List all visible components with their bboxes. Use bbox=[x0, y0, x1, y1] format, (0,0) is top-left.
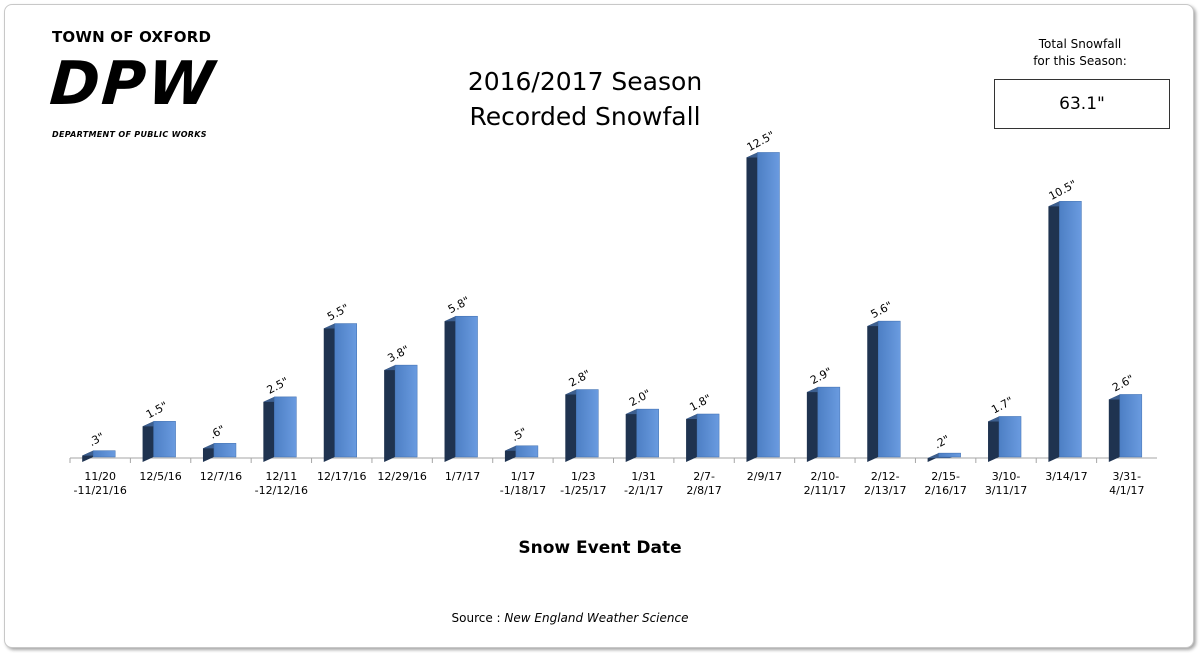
bar bbox=[394, 364, 418, 458]
x-tick-label: 3/14/17 bbox=[1045, 470, 1087, 483]
data-label: 5.8" bbox=[446, 294, 472, 316]
bar-side bbox=[806, 387, 818, 462]
chart-frame bbox=[4, 4, 1194, 648]
bar bbox=[92, 450, 116, 458]
data-label: 12.5" bbox=[745, 129, 777, 154]
chart-title-line2: Recorded Snowfall bbox=[469, 102, 701, 131]
data-label: 2.9" bbox=[808, 365, 834, 387]
bar-side bbox=[263, 396, 275, 462]
bar bbox=[153, 421, 176, 458]
bar bbox=[938, 452, 961, 458]
bar bbox=[696, 413, 720, 458]
bar-side bbox=[142, 421, 154, 462]
x-tick-label: 2/7-2/8/17 bbox=[686, 470, 721, 497]
data-label: 5.6" bbox=[869, 299, 895, 321]
bar bbox=[998, 416, 1022, 458]
x-tick-label: 1/23 -1/25/17 bbox=[560, 470, 606, 497]
bar-side bbox=[1048, 201, 1060, 463]
x-tick-label: 12/11 -12/12/16 bbox=[255, 470, 308, 497]
bar bbox=[334, 323, 357, 458]
bar-side bbox=[988, 416, 1000, 462]
x-axis-title: Snow Event Date bbox=[518, 538, 682, 558]
bar-side bbox=[1108, 394, 1120, 462]
chart-title: 2016/2017 Season Recorded Snowfall bbox=[420, 64, 750, 134]
data-label: 2.6" bbox=[1110, 372, 1136, 394]
total-snowfall-label: Total Snowfall for this Season: bbox=[1010, 36, 1150, 70]
bar bbox=[274, 396, 297, 458]
total-label-line1: Total Snowfall bbox=[1038, 37, 1122, 51]
bar-side bbox=[686, 414, 698, 462]
bar-side bbox=[444, 316, 456, 462]
bar bbox=[576, 389, 599, 458]
total-label-line2: for this Season: bbox=[1033, 54, 1127, 68]
x-tick-label: 2/9/17 bbox=[747, 470, 782, 483]
data-label: 5.5" bbox=[325, 301, 351, 323]
x-tick-label: 12/5/16 bbox=[139, 470, 181, 483]
data-label: 1.7" bbox=[989, 394, 1015, 416]
bar bbox=[455, 315, 478, 458]
data-label: 2.5" bbox=[265, 375, 291, 397]
x-tick-label: 2/10-2/11/17 bbox=[804, 470, 846, 497]
source-note: Source : New England Weather Science bbox=[400, 611, 740, 625]
x-tick-label: 2/12-2/13/17 bbox=[864, 470, 906, 497]
bar-side bbox=[565, 389, 577, 462]
data-label: 1.8" bbox=[687, 392, 713, 414]
source-prefix: Source : bbox=[451, 611, 501, 625]
total-snowfall-value: 63.1" bbox=[994, 79, 1170, 129]
data-label: .5" bbox=[509, 425, 529, 444]
bar-side bbox=[384, 365, 396, 462]
source-name: New England Weather Science bbox=[504, 611, 689, 625]
bar-side bbox=[625, 409, 637, 462]
x-tick-label: 2/15-2/16/17 bbox=[924, 470, 966, 497]
data-label: 2.0" bbox=[627, 387, 653, 409]
bar bbox=[213, 443, 237, 458]
x-tick-label: 12/29/16 bbox=[377, 470, 426, 483]
bar-side bbox=[867, 321, 879, 462]
data-label: .3" bbox=[87, 430, 107, 449]
data-label: .6" bbox=[207, 423, 227, 442]
chart-title-line1: 2016/2017 Season bbox=[467, 67, 703, 96]
bar bbox=[757, 152, 780, 458]
x-tick-label: 12/7/16 bbox=[200, 470, 242, 483]
bar bbox=[1059, 201, 1082, 458]
x-tick-label: 3/31-4/1/17 bbox=[1109, 470, 1144, 497]
org-name: TOWN OF OXFORD bbox=[52, 28, 212, 46]
data-label: 10.5" bbox=[1047, 178, 1079, 203]
x-tick-label: 11/20 -11/21/16 bbox=[74, 470, 127, 497]
bar bbox=[636, 408, 659, 458]
department-line: DEPARTMENT OF PUBLIC WORKS bbox=[52, 130, 207, 139]
bar bbox=[1119, 394, 1143, 458]
x-tick-label: 1/7/17 bbox=[445, 470, 480, 483]
bar bbox=[878, 320, 901, 458]
bar bbox=[515, 445, 539, 458]
bar-side bbox=[746, 152, 758, 462]
x-tick-label: 1/17 -1/18/17 bbox=[500, 470, 546, 497]
data-label: 3.8" bbox=[385, 343, 411, 365]
bar bbox=[817, 386, 841, 458]
x-tick-label: 3/10-3/11/17 bbox=[985, 470, 1027, 497]
data-label: .2" bbox=[932, 433, 952, 452]
data-label: 2.8" bbox=[567, 367, 593, 389]
x-tick-label: 1/31 -2/1/17 bbox=[624, 470, 663, 497]
data-label: 1.5" bbox=[144, 399, 170, 421]
bar-side bbox=[323, 323, 335, 462]
x-tick-label: 12/17/16 bbox=[317, 470, 366, 483]
